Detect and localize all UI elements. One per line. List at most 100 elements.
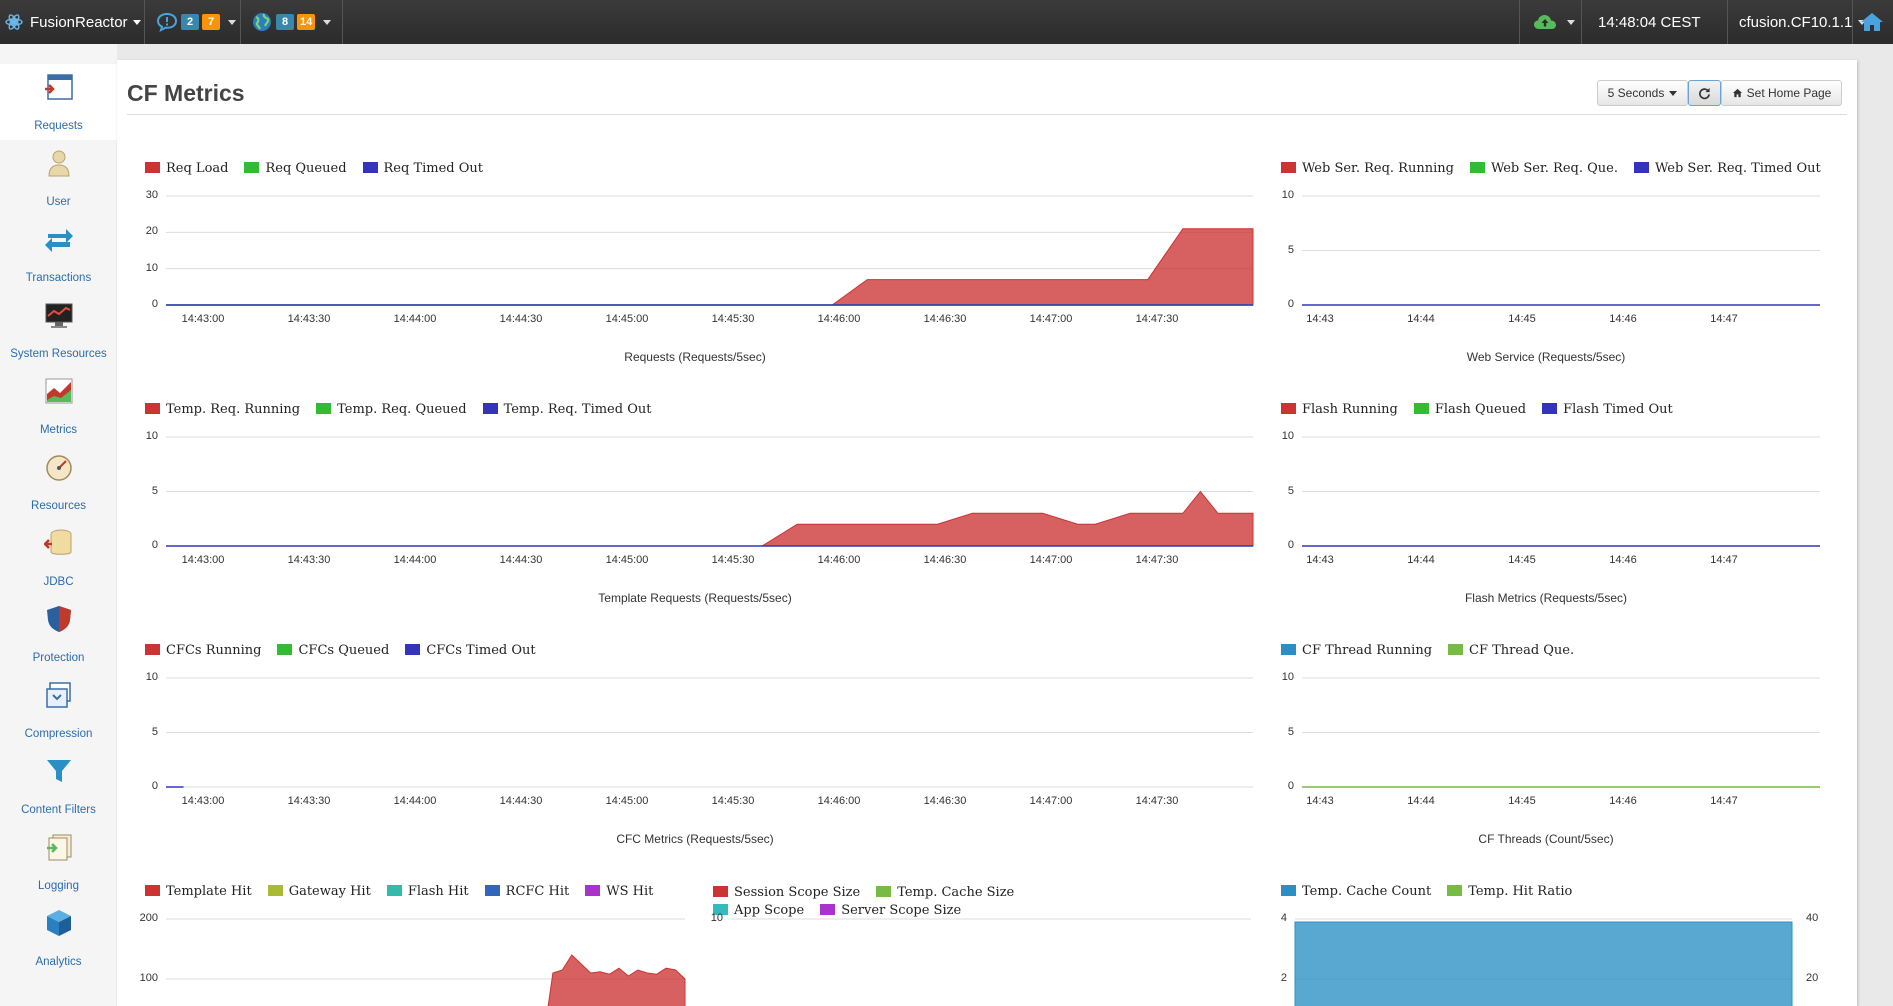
legend-item[interactable]: Req Load (145, 161, 228, 176)
page-title: CF Metrics (127, 80, 245, 106)
legend-item[interactable]: Temp. Req. Running (145, 402, 300, 417)
sidebar-item-system-resources[interactable]: System Resources (0, 292, 117, 368)
y-tick-label: 5 (1287, 484, 1294, 497)
chart-title: CF Threads (Count/5sec) (1478, 832, 1614, 846)
instance-selector[interactable]: cfusion.CF10.1.1 (1739, 0, 1867, 44)
x-tick-label: 14:46:00 (817, 313, 861, 325)
divider (240, 0, 241, 44)
fusionreactor-logo-icon (5, 14, 23, 30)
sidebar-item-analytics[interactable]: Analytics (0, 900, 117, 976)
server-clock: 14:48:04 CEST (1598, 0, 1701, 44)
legend-item[interactable]: CF Thread Que. (1448, 643, 1574, 658)
legend-label: Req Queued (265, 161, 347, 176)
y-tick-label: 100 (139, 972, 158, 984)
legend-swatch (267, 885, 283, 896)
legend-item[interactable]: Flash Running (1281, 402, 1398, 417)
legend-item[interactable]: Template Hit (145, 884, 252, 899)
legend-swatch (386, 885, 402, 896)
legend-swatch (244, 162, 260, 173)
x-tick-label: 14:44:00 (393, 554, 437, 566)
y-tick-label: 20 (145, 225, 158, 238)
legend-item[interactable]: Temp. Req. Timed Out (482, 402, 651, 417)
legend-item[interactable]: Req Queued (244, 161, 347, 176)
y-tick-label: 10 (1281, 189, 1294, 201)
gauge-icon (46, 455, 72, 481)
sidebar-item-compression[interactable]: Compression (0, 672, 117, 748)
x-tick-label: 14:44:30 (499, 554, 543, 566)
legend-item[interactable]: WS Hit (585, 884, 653, 899)
x-tick-label: 14:43:00 (181, 554, 225, 566)
legend-swatch (484, 885, 500, 896)
y-tick-label: 5 (1287, 243, 1294, 256)
x-tick-label: 14:46:00 (817, 795, 861, 807)
chart-legend: Session Scope Size Temp. Cache Size App Sc… (713, 884, 1030, 920)
sidebar-item-label: User (46, 196, 71, 208)
sidebar-item-requests[interactable]: Requests (0, 64, 117, 140)
x-tick-label: 14:46:30 (923, 554, 967, 566)
legend-item[interactable]: Temp. Hit Ratio (1447, 884, 1572, 899)
legend-item[interactable]: Flash Hit (386, 884, 469, 899)
legend-item[interactable]: App Scope (713, 903, 804, 918)
legend-item[interactable]: CF Thread Running (1281, 643, 1432, 658)
network-menu[interactable]: 8 14 (251, 0, 332, 44)
legend-label: Flash Hit (407, 884, 469, 899)
cloud-status-menu[interactable] (1533, 0, 1575, 44)
chart-legend: Template Hit Gateway Hit Flash Hit RCFC Hit… (145, 884, 669, 899)
legend-item[interactable]: Web Ser. Req. Timed Out (1633, 161, 1821, 176)
legend-item[interactable]: Temp. Cache Size (876, 885, 1014, 900)
refresh-interval-dropdown[interactable]: 5 Seconds (1597, 80, 1688, 106)
y2-tick-label: 20 (1806, 972, 1819, 984)
sidebar-item-protection[interactable]: Protection (0, 596, 117, 672)
legend-item[interactable]: CFCs Queued (277, 643, 389, 658)
legend-swatch (405, 644, 421, 655)
legend-swatch (145, 162, 160, 173)
legend-item[interactable]: Web Ser. Req. Que. (1469, 161, 1618, 176)
x-tick-label: 14:47:00 (1029, 313, 1073, 325)
legend-item[interactable]: Temp. Req. Queued (316, 402, 467, 417)
legend-item[interactable]: Flash Timed Out (1542, 402, 1673, 417)
x-tick-label: 14:44 (1407, 313, 1435, 325)
brand-menu[interactable]: FusionReactor (4, 0, 141, 44)
x-tick-label: 14:47:30 (1135, 554, 1179, 566)
x-tick-label: 14:46 (1609, 554, 1637, 566)
y-tick-label: 10 (145, 430, 158, 442)
legend-item[interactable]: Web Ser. Req. Running (1281, 161, 1454, 176)
x-tick-label: 14:47 (1710, 313, 1738, 325)
legend-label: Web Ser. Req. Running (1302, 161, 1454, 176)
home-icon (1732, 88, 1742, 98)
legend-item[interactable]: Req Timed Out (362, 161, 483, 176)
legend-item[interactable]: Flash Queued (1413, 402, 1526, 417)
legend-swatch (316, 403, 332, 414)
sidebar-item-transactions[interactable]: Transactions (0, 216, 117, 292)
legend-item[interactable]: Server Scope Size (820, 903, 961, 918)
sidebar-item-metrics[interactable]: Metrics (0, 368, 117, 444)
sidebar-item-resources[interactable]: Resources (0, 444, 117, 520)
set-home-page-button[interactable]: Set Home Page (1721, 80, 1842, 106)
legend-item[interactable]: CFCs Running (145, 643, 261, 658)
y-tick-label: 0 (151, 539, 158, 551)
sidebar-item-label: JDBC (43, 576, 74, 588)
home-button[interactable] (1860, 0, 1884, 44)
chart-title: Flash Metrics (Requests/5sec) (1464, 591, 1628, 605)
chart-title: CFC Metrics (Requests/5sec) (616, 832, 774, 846)
notifications-menu[interactable]: 2 7 (156, 0, 236, 44)
chart-legend: Flash Running Flash Queued Flash Timed Out (1281, 402, 1689, 417)
legend-item[interactable]: CFCs Timed Out (405, 643, 536, 658)
legend-item[interactable]: Gateway Hit (267, 884, 371, 899)
legend-item[interactable]: Session Scope Size (713, 885, 860, 900)
legend-item[interactable]: RCFC Hit (484, 884, 569, 899)
legend-item[interactable]: Temp. Cache Count (1281, 884, 1431, 899)
x-tick-label: 14:45 (1508, 795, 1536, 807)
sidebar-item-user[interactable]: User (0, 140, 117, 216)
refresh-button[interactable] (1688, 80, 1721, 106)
y-tick-label: 10 (145, 261, 158, 274)
chevron-down-icon (228, 19, 236, 25)
x-tick-label: 14:47:30 (1135, 313, 1179, 325)
sidebar-item-logging[interactable]: Logging (0, 824, 117, 900)
sidebar-item-jdbc[interactable]: JDBC (0, 520, 117, 596)
legend-label: Web Ser. Req. Timed Out (1654, 161, 1821, 176)
sidebar-item-content-filters[interactable]: Content Filters (0, 748, 117, 824)
x-tick-label: 14:43:30 (287, 795, 331, 807)
x-tick-label: 14:43:00 (181, 313, 225, 325)
x-tick-label: 14:44:00 (393, 313, 437, 325)
